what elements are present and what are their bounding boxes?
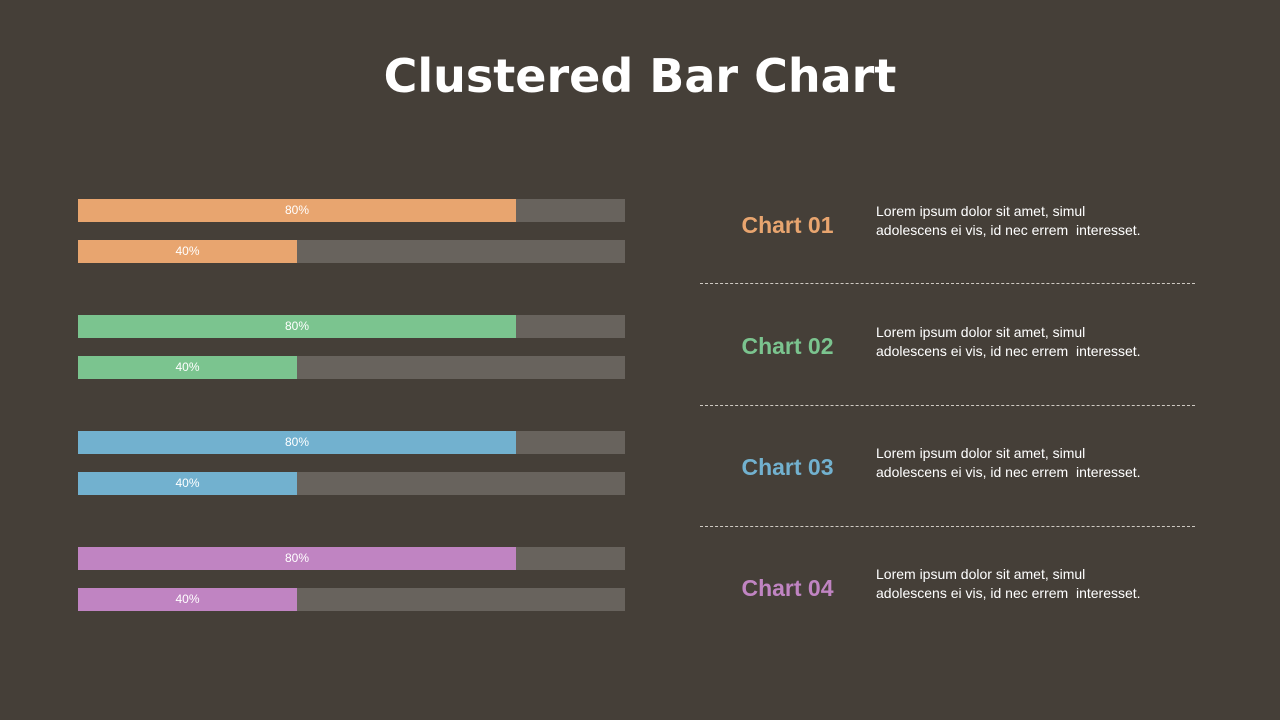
bar-track: 80% (78, 547, 625, 570)
bar: 80% (78, 199, 516, 222)
bar-data-label: 40% (175, 244, 200, 258)
legend-description-line: adolescens ei vis, id nec errem interess… (876, 222, 1141, 238)
legend-series-name: Chart 04 (741, 575, 834, 601)
dashed-divider (700, 526, 1195, 527)
legend-description-line: Lorem ipsum dolor sit amet, simul (876, 203, 1086, 219)
bar-data-label: 80% (284, 203, 310, 217)
bar-data-label: 80% (284, 435, 310, 449)
bar: 80% (78, 431, 516, 454)
dashed-divider (700, 405, 1195, 406)
legend-series-name: Chart 01 (741, 212, 834, 238)
bar-track: 80% (78, 199, 625, 222)
bar: 80% (78, 547, 516, 570)
bar-data-label: 40% (175, 360, 200, 374)
legend-description: Lorem ipsum dolor sit amet, simul adolesc… (876, 323, 1195, 361)
legend-description-line: adolescens ei vis, id nec errem interess… (876, 585, 1141, 601)
legend-description-line: adolescens ei vis, id nec errem interess… (876, 464, 1141, 480)
bar-data-label: 40% (175, 476, 200, 490)
dashed-divider (700, 283, 1195, 284)
bar: 40% (78, 472, 297, 495)
legend-description-line: Lorem ipsum dolor sit amet, simul (876, 324, 1086, 340)
bar-track: 80% (78, 431, 625, 454)
legend-description-line: adolescens ei vis, id nec errem interess… (876, 343, 1141, 359)
legend-item: Chart 02 Lorem ipsum dolor sit amet, simu… (700, 324, 1195, 391)
legend-description-line: Lorem ipsum dolor sit amet, simul (876, 566, 1086, 582)
legend-description: Lorem ipsum dolor sit amet, simul adolesc… (876, 202, 1195, 240)
legend-item: Chart 04 Lorem ipsum dolor sit amet, simu… (700, 566, 1195, 633)
legend-item: Chart 03 Lorem ipsum dolor sit amet, simu… (700, 445, 1195, 512)
bar: 80% (78, 315, 516, 338)
bar-data-label: 40% (175, 592, 200, 606)
legend-description: Lorem ipsum dolor sit amet, simul adolesc… (876, 444, 1195, 482)
bar-track: 40% (78, 240, 625, 263)
legend-series-name: Chart 03 (741, 454, 834, 480)
chart-legend: Chart 01 Lorem ipsum dolor sit amet, simu… (700, 0, 1195, 720)
bar-track: 80% (78, 315, 625, 338)
bar: 40% (78, 588, 297, 611)
bar-track: 40% (78, 588, 625, 611)
page-title: Clustered Bar Chart (383, 49, 897, 103)
legend-description-line: Lorem ipsum dolor sit amet, simul (876, 445, 1086, 461)
bar-data-label: 80% (284, 551, 310, 565)
bar-track: 40% (78, 356, 625, 379)
bar: 40% (78, 356, 297, 379)
bar-chart: 80% 40% 80% 40% 80% 40% 80% 40% (78, 0, 625, 720)
legend-description: Lorem ipsum dolor sit amet, simul adolesc… (876, 565, 1195, 603)
bar-track: 40% (78, 472, 625, 495)
legend-item: Chart 01 Lorem ipsum dolor sit amet, simu… (700, 203, 1195, 270)
bar: 40% (78, 240, 297, 263)
bar-data-label: 80% (284, 319, 310, 333)
legend-series-name: Chart 02 (741, 333, 834, 359)
